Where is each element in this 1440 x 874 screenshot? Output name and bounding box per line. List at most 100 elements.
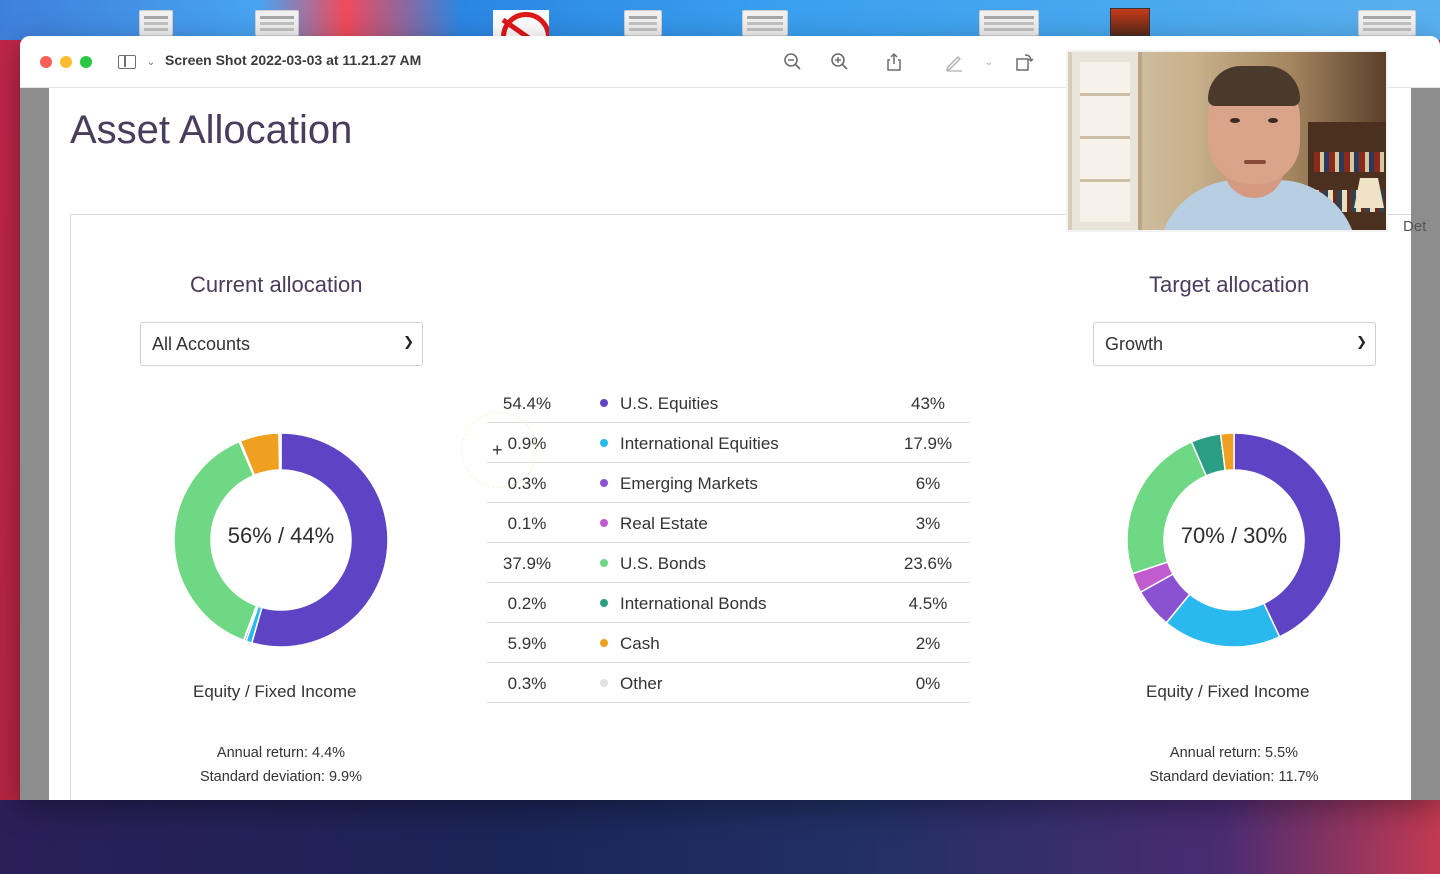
target-percent: 6%	[915, 474, 941, 493]
target-percent: 0%	[915, 674, 941, 693]
desktop-background	[0, 800, 1440, 874]
asset-class-name: Real Estate	[620, 514, 708, 533]
legend-dot-icon	[600, 399, 608, 407]
target-portfolio-select-value: Growth	[1105, 334, 1164, 354]
chevron-down-icon: ❯	[1356, 334, 1367, 349]
video-person-mouth	[1244, 160, 1266, 164]
desktop-file-icon[interactable]	[1358, 10, 1416, 36]
table-row: 0.1% Real Estate 3%	[487, 503, 970, 543]
pencil-icon[interactable]	[943, 51, 965, 73]
table-row: 37.9% U.S. Bonds 23.6%	[487, 543, 970, 583]
table-row: 0.9% International Equities 17.9%	[487, 423, 970, 463]
asset-class-name: U.S. Equities	[620, 394, 719, 413]
table-row: 0.3% Other 0%	[487, 663, 970, 703]
target-std-dev: Standard deviation: 11.7%	[1149, 769, 1319, 785]
donut-slice-cash[interactable]	[1219, 432, 1235, 472]
chevron-down-icon[interactable]: ⌄	[984, 57, 994, 68]
current-account-select[interactable]: All Accounts ❯	[140, 322, 423, 366]
current-donut-caption: Equity / Fixed Income	[193, 682, 357, 701]
current-percent: 0.2%	[507, 594, 547, 613]
target-percent: 17.9%	[903, 434, 953, 453]
current-std-dev: Standard deviation: 9.9%	[199, 769, 363, 785]
table-row: 54.4% U.S. Equities 43%	[487, 383, 970, 423]
zoom-out-icon[interactable]	[782, 51, 804, 73]
current-percent: 37.9%	[502, 554, 552, 573]
app-thumbnail-icon[interactable]	[1110, 8, 1150, 36]
asset-class-name: International Bonds	[620, 594, 767, 613]
asset-class-name: Other	[620, 674, 663, 693]
donut-slice-u-s-bonds[interactable]	[1126, 440, 1208, 575]
cursor-highlight	[461, 412, 537, 488]
share-icon[interactable]	[883, 51, 905, 73]
chevron-down-icon: ❯	[403, 334, 414, 349]
desktop-file-icon[interactable]	[742, 10, 788, 36]
desktop-file-icon[interactable]	[139, 10, 173, 36]
video-person-eye	[1230, 118, 1240, 123]
legend-dot-icon	[600, 559, 608, 567]
window-title: Screen Shot 2022-03-03 at 11.21.27 AM	[165, 52, 422, 68]
legend-dot-icon	[600, 519, 608, 527]
target-percent: 43%	[910, 394, 946, 413]
desktop-file-icon[interactable]	[979, 10, 1039, 36]
table-row: 5.9% Cash 2%	[487, 623, 970, 663]
current-donut-svg	[173, 432, 389, 648]
donut-slice-u-s-bonds[interactable]	[173, 440, 258, 642]
desktop-top	[0, 0, 1440, 40]
asset-class-name: U.S. Bonds	[620, 554, 706, 573]
table-row: 0.2% International Bonds 4.5%	[487, 583, 970, 623]
video-window-frame	[1072, 52, 1142, 230]
desktop-file-icon[interactable]	[255, 10, 299, 36]
video-person-hair	[1208, 66, 1300, 106]
target-donut-svg	[1126, 432, 1342, 648]
target-donut-chart: 70% / 30%	[1126, 432, 1342, 648]
current-donut-chart: 56% / 44%	[173, 432, 389, 648]
legend-dot-icon	[600, 599, 608, 607]
chevron-down-icon[interactable]: ⌄	[146, 57, 156, 68]
legend-dot-icon	[600, 679, 608, 687]
target-percent: 4.5%	[908, 594, 948, 613]
target-percent: 23.6%	[903, 554, 953, 573]
asset-class-name: Emerging Markets	[620, 474, 758, 493]
asset-class-name: Cash	[620, 634, 660, 653]
zoom-button[interactable]	[80, 56, 92, 68]
minimize-button[interactable]	[60, 56, 72, 68]
target-donut-center-label: 70% / 30%	[1180, 523, 1288, 548]
target-donut-caption: Equity / Fixed Income	[1146, 682, 1310, 701]
close-button[interactable]	[40, 56, 52, 68]
target-annual-return: Annual return: 5.5%	[1169, 745, 1299, 761]
zoom-in-icon[interactable]	[829, 51, 851, 73]
sidebar-toggle-icon[interactable]	[118, 55, 136, 69]
current-annual-return: Annual return: 4.4%	[216, 745, 346, 761]
target-allocation-heading: Target allocation	[1149, 272, 1310, 297]
desktop-file-icon[interactable]	[624, 10, 662, 36]
target-percent: 3%	[915, 514, 941, 533]
left-gutter	[20, 88, 49, 800]
video-call-overlay[interactable]	[1066, 50, 1388, 232]
current-allocation-heading: Current allocation	[190, 272, 363, 297]
allocation-card: Current allocation All Accounts ❯ 56% / …	[70, 214, 1411, 800]
target-portfolio-select[interactable]: Growth ❯	[1093, 322, 1376, 366]
legend-dot-icon	[600, 439, 608, 447]
allocation-table: 54.4% U.S. Equities 43% 0.9% International E…	[487, 383, 970, 703]
current-donut-center-label: 56% / 44%	[227, 523, 335, 548]
video-lamp	[1354, 178, 1384, 208]
rotate-icon[interactable]	[1013, 51, 1035, 73]
donut-slice-u-s-equities[interactable]	[250, 432, 389, 648]
donut-slice-other[interactable]	[278, 432, 282, 471]
current-percent: 0.1%	[507, 514, 547, 533]
target-percent: 2%	[915, 634, 941, 653]
donut-slice-u-s-equities[interactable]	[1233, 432, 1342, 638]
video-person-eye	[1268, 118, 1278, 123]
current-percent: 54.4%	[502, 394, 552, 413]
legend-dot-icon	[600, 639, 608, 647]
current-account-select-value: All Accounts	[152, 334, 251, 354]
no-sign-icon[interactable]	[493, 10, 549, 36]
partial-details-tab[interactable]: Det	[1403, 218, 1427, 235]
current-percent: 5.9%	[507, 634, 547, 653]
asset-class-name: International Equities	[620, 434, 779, 453]
current-percent: 0.3%	[507, 674, 547, 693]
right-gutter	[1411, 88, 1440, 800]
table-row: 0.3% Emerging Markets 6%	[487, 463, 970, 503]
legend-dot-icon	[600, 479, 608, 487]
crosshair-cursor-icon: +	[492, 440, 503, 460]
